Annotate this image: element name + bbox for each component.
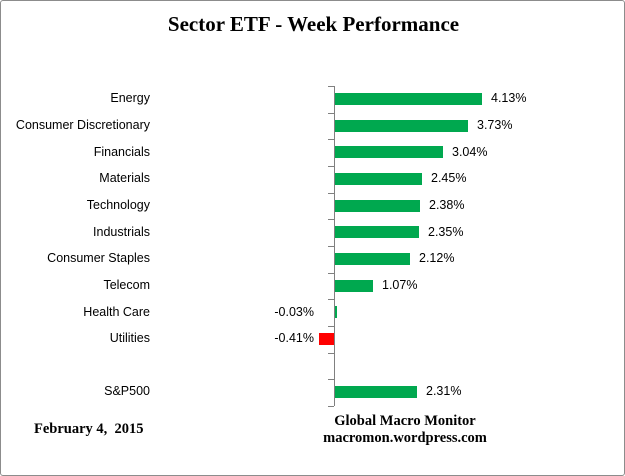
value-label-utilities: -0.41% (274, 331, 314, 345)
bar-energy (335, 93, 482, 105)
bar-technology (335, 200, 420, 212)
bar-consumer-discretionary (335, 120, 468, 132)
category-axis (334, 86, 335, 406)
axis-tick (328, 353, 334, 354)
attribution-source: Global Macro Monitor (334, 413, 476, 429)
bar-consumer-staples (335, 253, 410, 265)
axis-tick (328, 113, 334, 114)
value-label-industrials: 2.35% (428, 225, 464, 239)
axis-tick (328, 139, 334, 140)
axis-tick (328, 299, 334, 300)
axis-tick (328, 326, 334, 327)
bar-s-p500 (335, 386, 417, 398)
category-label-financials: Financials (93, 145, 150, 159)
axis-tick (328, 406, 334, 407)
category-label-s-p500: S&P500 (104, 384, 150, 398)
attribution-url: macromon.wordpress.com (323, 429, 487, 446)
value-label-telecom: 1.07% (382, 278, 418, 292)
value-label-consumer-discretionary: 3.73% (477, 118, 513, 132)
value-label-s-p500: 2.31% (426, 384, 462, 398)
attribution: Global Macro Monitor macromon.wordpress.… (307, 413, 503, 446)
axis-tick (328, 379, 334, 380)
category-label-utilities: Utilities (109, 331, 150, 345)
axis-tick (328, 193, 334, 194)
value-label-energy: 4.13% (491, 91, 527, 105)
bar-health-care (335, 306, 337, 318)
category-label-telecom: Telecom (103, 278, 150, 292)
value-label-materials: 2.45% (431, 171, 467, 185)
category-label-industrials: Industrials (93, 225, 150, 239)
value-label-financials: 3.04% (452, 145, 488, 159)
category-label-consumer-discretionary: Consumer Discretionary (15, 118, 150, 132)
category-label-consumer-staples: Consumer Staples (47, 251, 150, 265)
value-label-technology: 2.38% (429, 198, 465, 212)
category-label-materials: Materials (99, 171, 150, 185)
axis-tick (328, 219, 334, 220)
axis-tick (328, 273, 334, 274)
bar-industrials (335, 226, 419, 238)
axis-tick (328, 166, 334, 167)
category-label-health-care: Health Care (83, 305, 150, 319)
value-label-health-care: -0.03% (274, 305, 314, 319)
bar-utilities (319, 333, 334, 345)
axis-tick (328, 86, 334, 87)
bar-financials (335, 146, 443, 158)
category-label-energy: Energy (110, 91, 150, 105)
chart-title: Sector ETF - Week Performance (167, 12, 460, 36)
value-label-consumer-staples: 2.12% (419, 251, 455, 265)
bar-telecom (335, 280, 373, 292)
axis-tick (328, 246, 334, 247)
category-label-technology: Technology (86, 198, 150, 212)
chart-date: February 4, 2015 (34, 421, 144, 437)
bar-materials (335, 173, 422, 185)
